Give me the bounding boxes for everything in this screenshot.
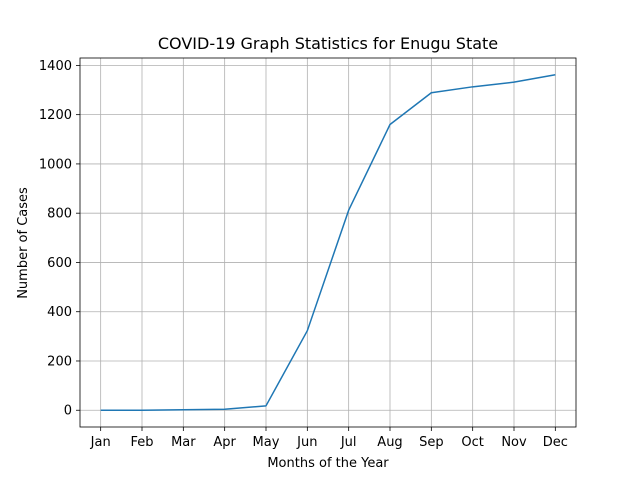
x-axis-label: Months of the Year [267,456,389,471]
x-tick-label: Aug [377,435,402,450]
y-axis-ticks: 0 200 400 600 800 1000 1200 1400 [39,59,80,419]
x-tick-label: Jul [340,435,357,450]
y-axis-label: Number of Cases [16,187,31,299]
y-tick-label: 200 [47,354,72,369]
x-tick-label: Sep [419,435,444,450]
plot-frame [79,57,577,428]
x-tick-label: May [253,435,280,450]
axes [79,57,577,428]
y-tick-label: 400 [47,305,72,320]
x-tick-label: Apr [213,435,236,450]
grid-lines [80,58,576,427]
y-tick-label: 800 [47,207,72,222]
y-tick-label: 1000 [39,157,72,172]
y-tick-label: 0 [64,404,72,419]
x-axis-ticks: Jan Feb Mar Apr May Jun Jul Aug Sep Oct Nov Dec [90,427,568,450]
x-tick-label: Jun [296,435,317,450]
x-tick-label: Jan [90,435,111,450]
x-tick-label: Feb [130,435,153,450]
x-tick-label: Dec [543,435,568,450]
y-tick-label: 1200 [39,108,72,123]
x-tick-label: Mar [171,435,196,450]
y-tick-label: 600 [47,256,72,271]
series-line [100,74,556,411]
x-tick-label: Oct [461,435,483,450]
x-tick-label: Nov [501,435,527,450]
chart-title: COVID-19 Graph Statistics for Enugu Stat… [158,34,498,53]
y-tick-label: 1400 [39,59,72,74]
series-lines [100,74,556,411]
